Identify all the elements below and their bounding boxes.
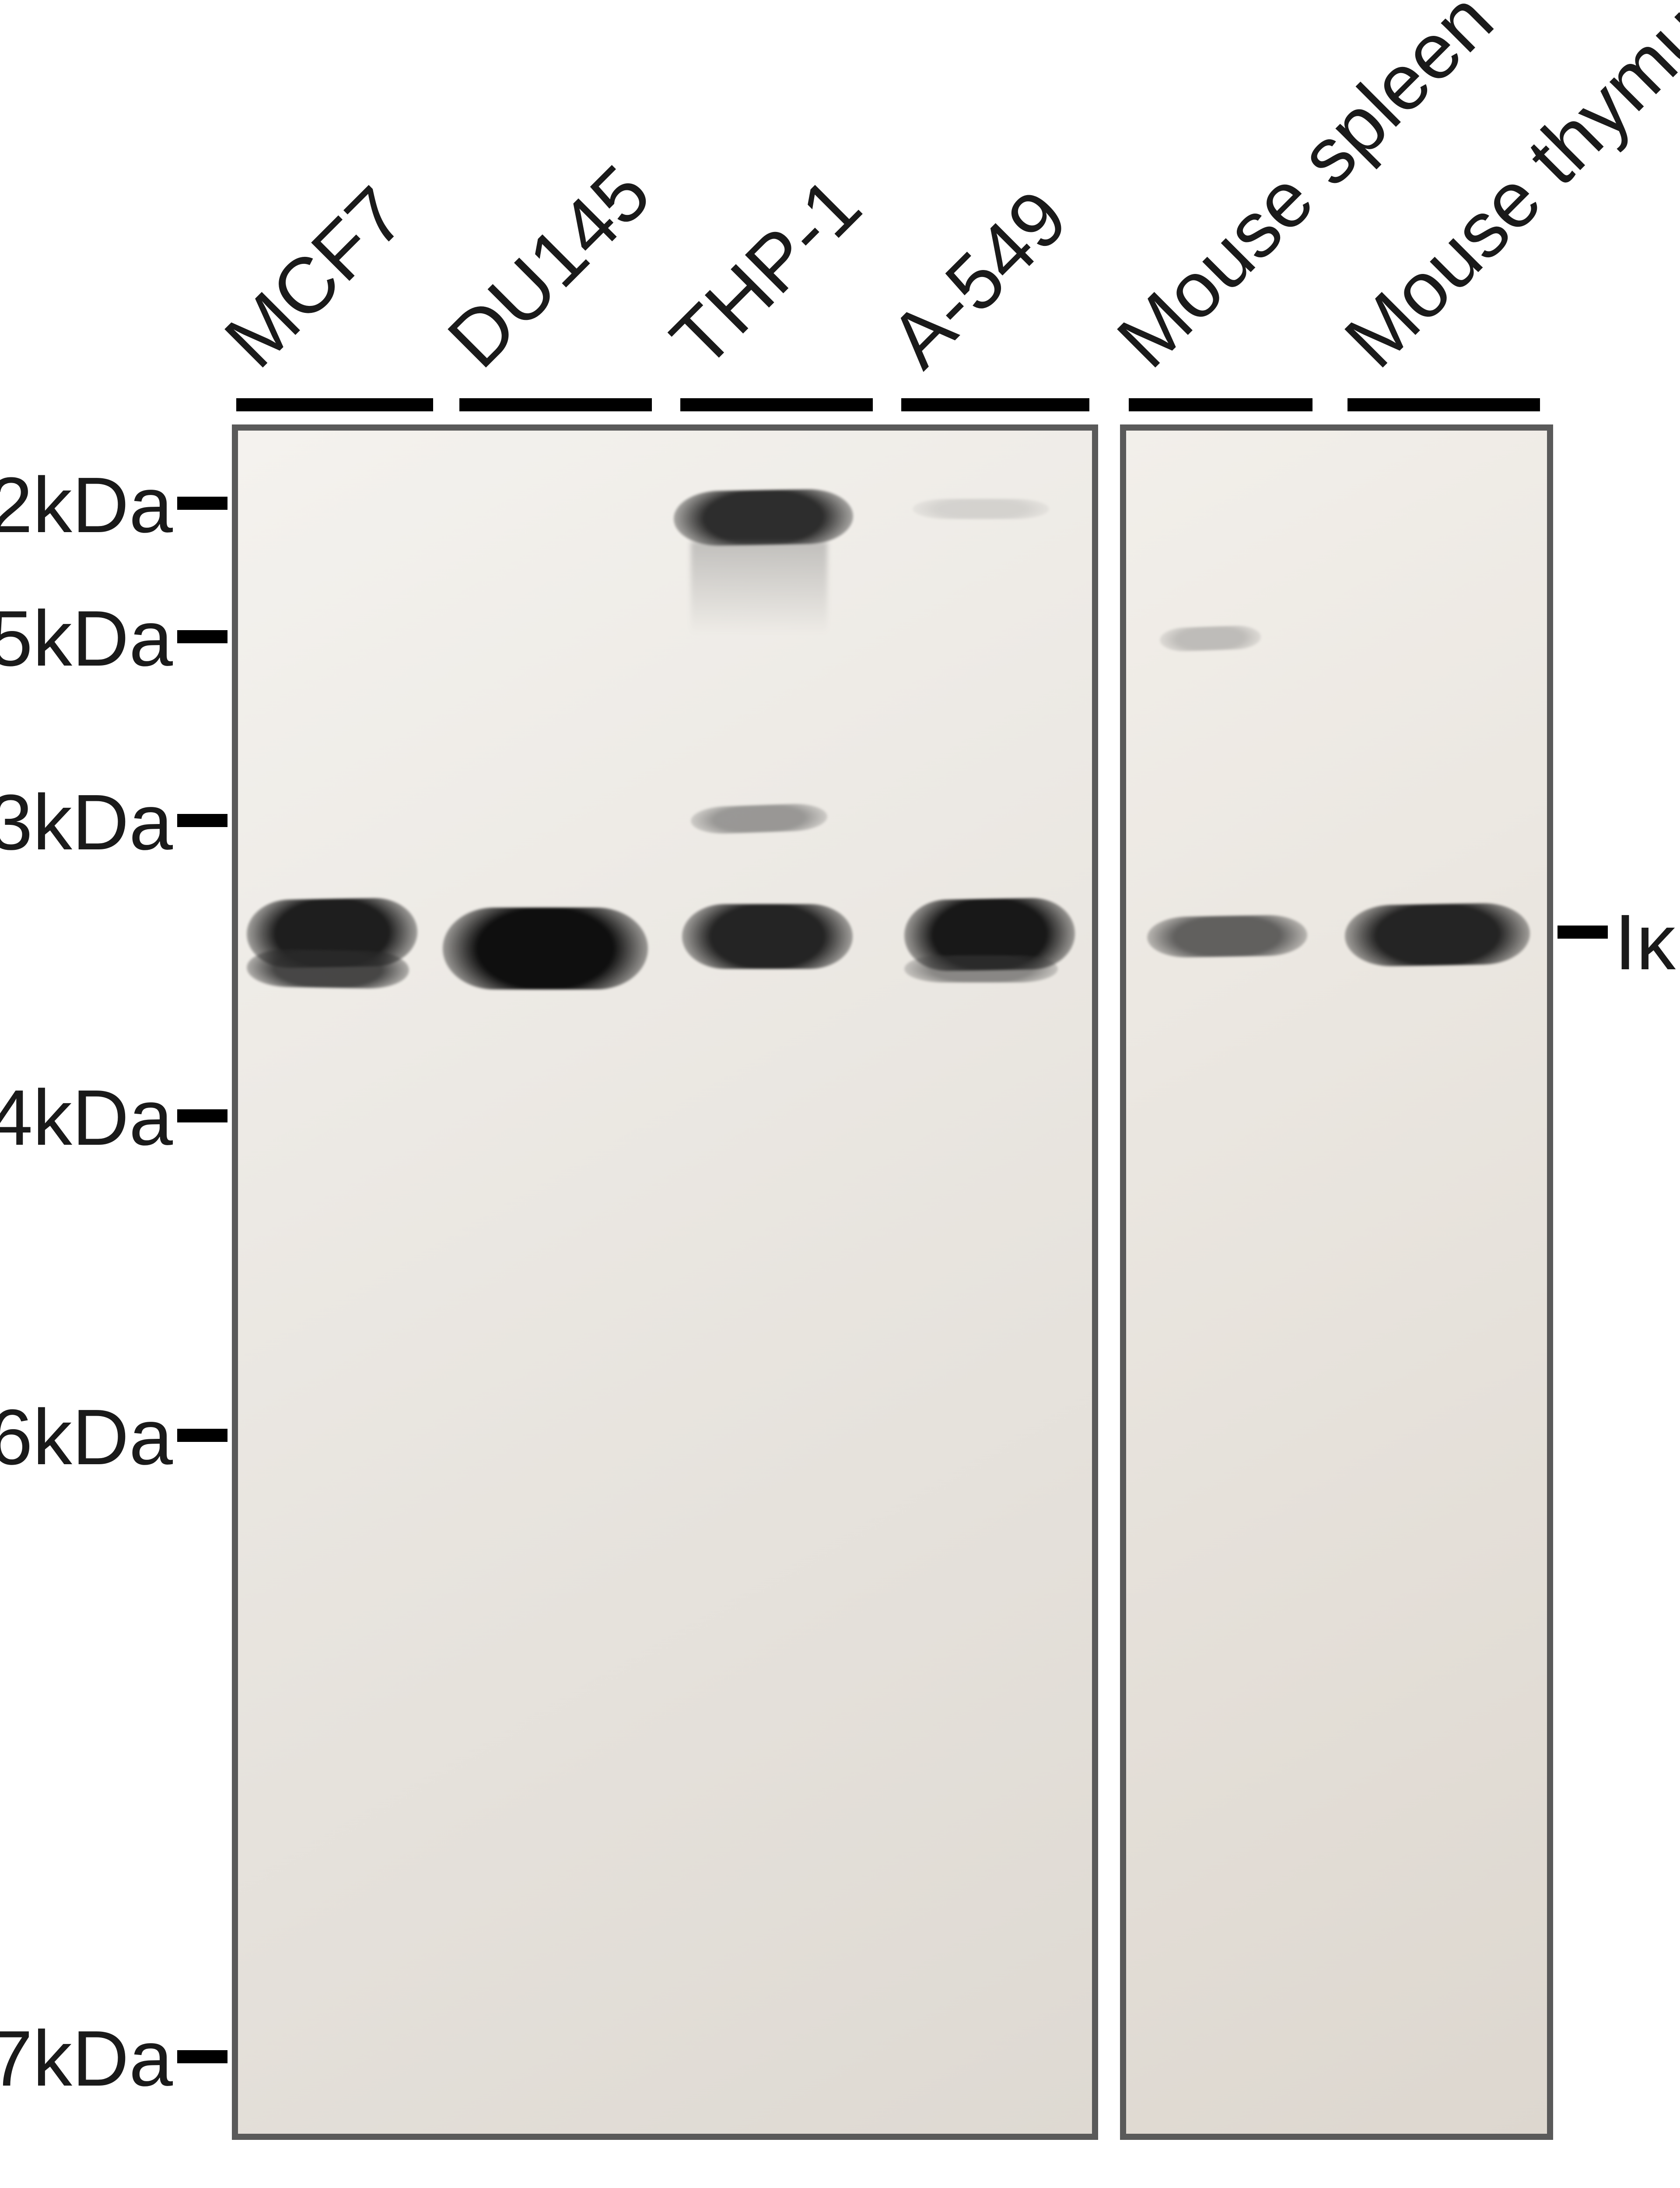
blot-band	[1159, 625, 1261, 652]
lane-bar	[901, 398, 1089, 411]
blot-band	[673, 489, 853, 547]
mw-label: 55kDa	[0, 593, 173, 684]
blot-right	[1120, 424, 1553, 2140]
blot-band	[913, 499, 1049, 519]
mw-tick	[177, 630, 228, 643]
blot-left	[232, 424, 1098, 2140]
lane-bar	[680, 398, 873, 411]
target-tick	[1558, 926, 1608, 939]
lane-label: MCF7	[207, 169, 423, 385]
lane-bar	[459, 398, 652, 411]
blot-band	[1147, 915, 1307, 958]
blot-smear	[691, 541, 827, 635]
blot-band	[904, 955, 1058, 982]
blot-band	[1344, 902, 1531, 967]
lane-label: A-549	[872, 172, 1085, 385]
lane-label: THP-1	[654, 160, 878, 385]
mw-tick	[177, 497, 228, 510]
blot-band	[690, 803, 828, 835]
mw-label: 17kDa	[0, 2013, 173, 2104]
mw-tick	[177, 1429, 228, 1442]
blot-band	[246, 949, 409, 989]
target-label: IκBα	[1614, 897, 1680, 988]
mw-label: 34kDa	[0, 1073, 173, 1163]
membrane	[1126, 431, 1547, 2134]
lane-bar	[1129, 398, 1312, 411]
membrane	[238, 431, 1092, 2134]
blot-band	[682, 904, 853, 969]
blot-band	[443, 908, 648, 989]
mw-tick	[177, 1109, 228, 1122]
mw-label: 72kDa	[0, 460, 173, 551]
lane-bar	[1348, 398, 1540, 411]
mw-label: 26kDa	[0, 1392, 173, 1483]
mw-tick	[177, 814, 228, 827]
mw-label: 43kDa	[0, 777, 173, 868]
lane-bar	[236, 398, 433, 411]
lane-label: DU145	[430, 147, 668, 385]
mw-tick	[177, 2050, 228, 2063]
